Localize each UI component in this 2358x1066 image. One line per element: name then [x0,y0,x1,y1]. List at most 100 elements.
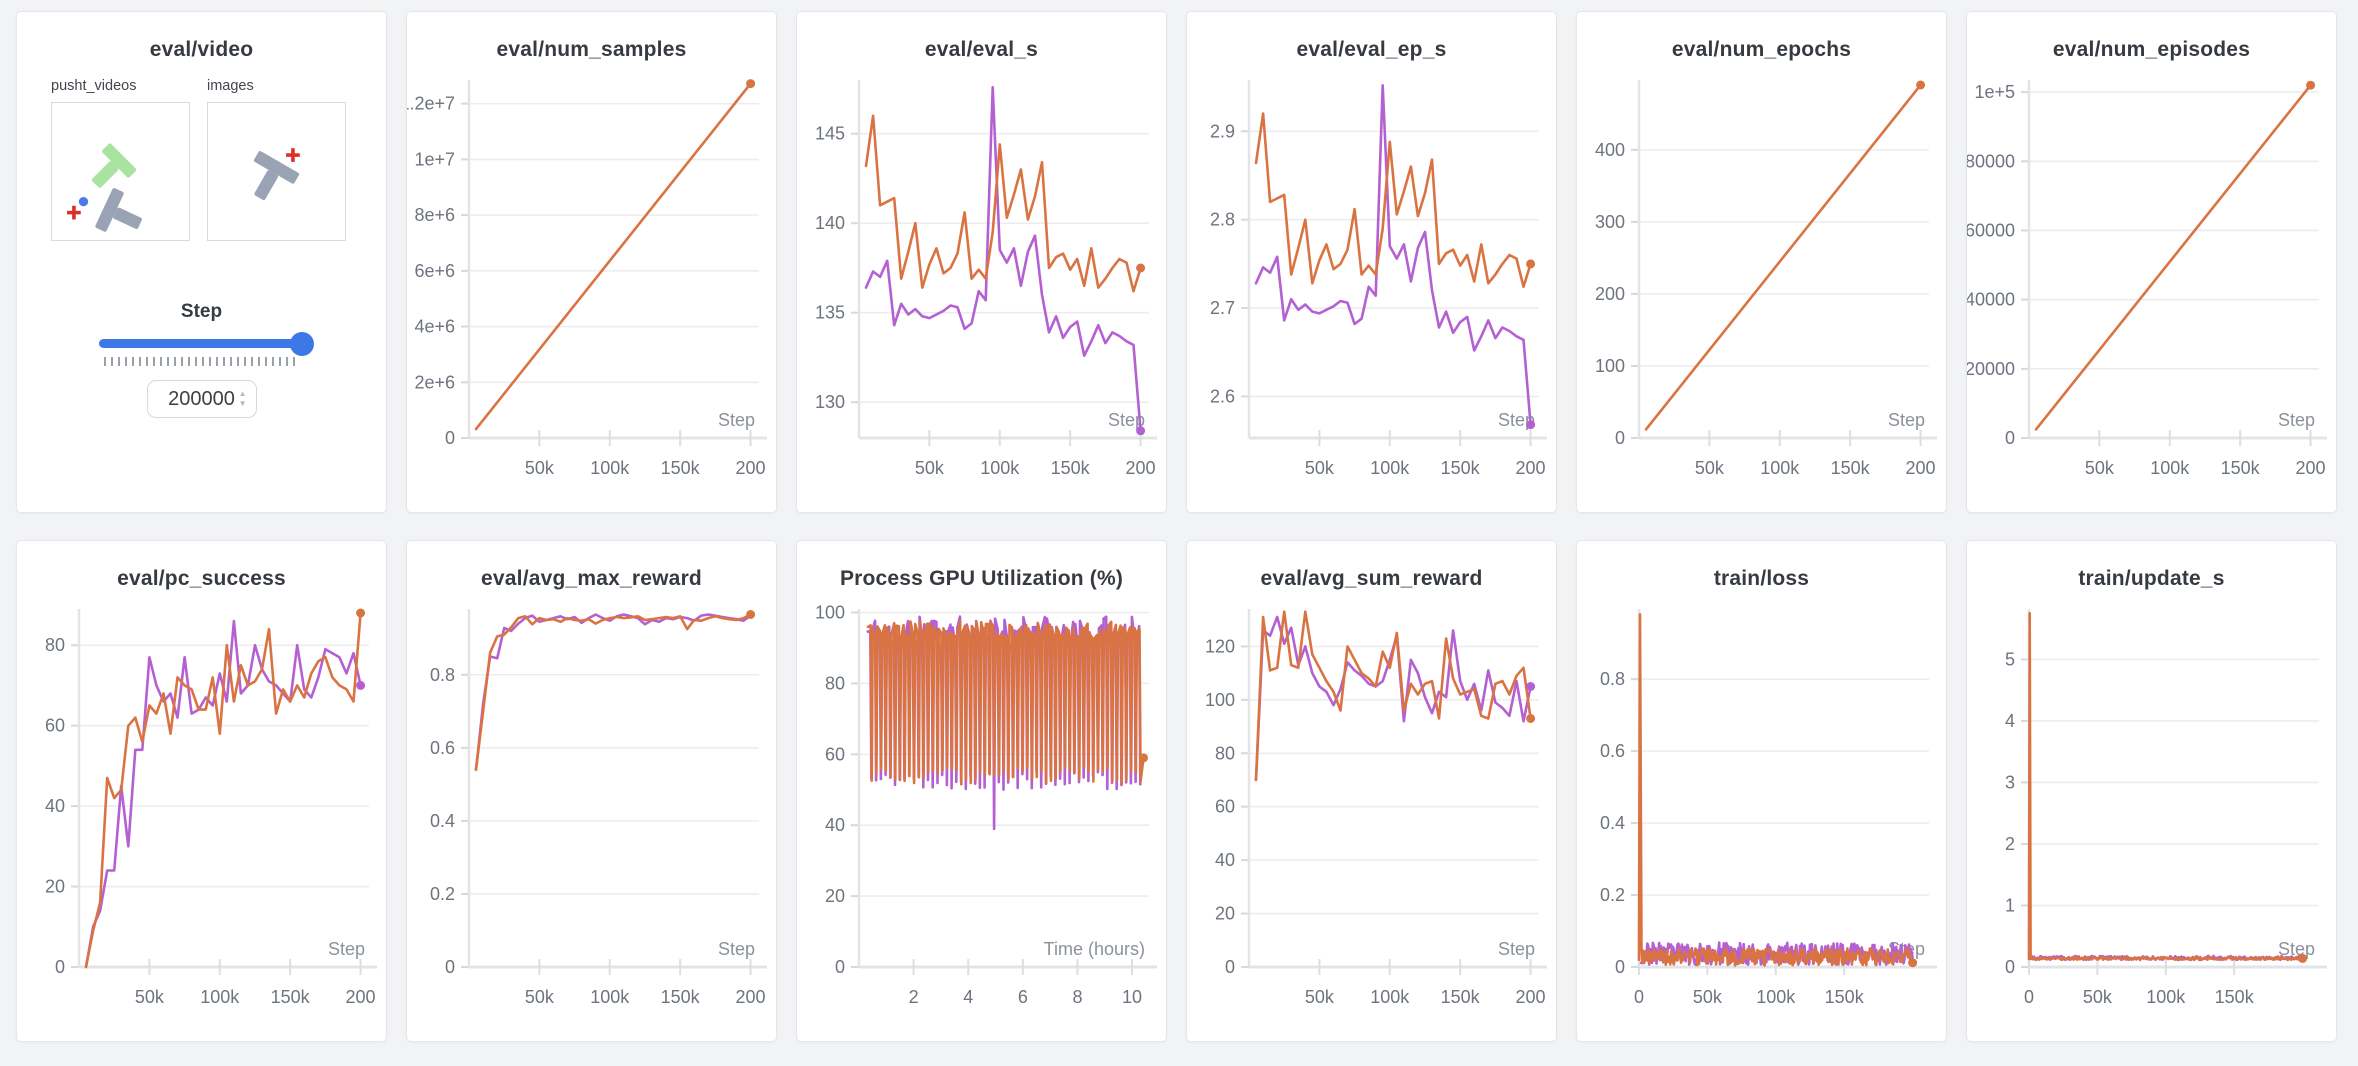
svg-text:200: 200 [1595,284,1625,304]
svg-text:130: 130 [815,392,845,412]
svg-text:80: 80 [1215,743,1235,763]
chart-eval-num-episodes-canvas: 0 20000 40000 60000 80000 1e+5 50k 100k 150k 200 S… [1967,80,2327,478]
panel-process-gpu-utilization[interactable]: Process GPU Utilization (%) 0 20 40 60 80 100… [796,540,1167,1042]
svg-text:0.2: 0.2 [1600,885,1625,905]
svg-text:2: 2 [909,987,919,1007]
svg-text:10: 10 [1122,987,1142,1007]
svg-text:40000: 40000 [1967,290,2015,310]
svg-text:100k: 100k [590,987,630,1007]
svg-text:80000: 80000 [1967,151,2015,171]
svg-text:50k: 50k [1693,987,1723,1007]
chart-title: train/loss [1713,567,1810,590]
chevron-down-icon[interactable]: ▼ [238,399,247,408]
svg-text:100: 100 [1205,690,1235,710]
panel-train-update-s[interactable]: train/update_s 0 1 2 3 4 5 0 50k 100k 150k Step [1966,540,2337,1042]
svg-text:150k: 150k [661,987,701,1007]
step-slider-label: Step [180,301,223,322]
svg-text:150k: 150k [2215,987,2255,1007]
svg-text:6: 6 [1018,987,1028,1007]
panel-eval-avg-max-reward[interactable]: eval/avg_max_reward 0 0.2 0.4 0.6 0.8 50k 100k… [406,540,777,1042]
svg-text:0.8: 0.8 [430,665,455,685]
svg-text:8e+6: 8e+6 [414,205,455,225]
svg-text:1: 1 [2005,895,2015,915]
svg-text:20: 20 [825,886,845,906]
svg-text:2.6: 2.6 [1210,386,1235,406]
pusht-videos-thumbnail[interactable] [51,102,190,241]
video-thumb-label-pusht: pusht_videos [51,78,137,94]
svg-text:200: 200 [736,458,766,478]
images-thumbnail[interactable] [207,102,346,241]
svg-text:3: 3 [2005,772,2015,792]
svg-text:0: 0 [1634,987,1644,1007]
svg-text:1.2e+7: 1.2e+7 [407,94,455,114]
svg-text:50k: 50k [1305,458,1335,478]
svg-text:100k: 100k [2146,987,2186,1007]
panel-grid: eval/video pusht_videos [16,11,2337,1042]
panel-eval-video[interactable]: eval/video pusht_videos [16,11,387,513]
step-value-field[interactable] [163,386,240,412]
svg-text:2.9: 2.9 [1210,121,1235,141]
svg-text:135: 135 [815,303,845,323]
svg-text:4: 4 [963,987,973,1007]
svg-text:100k: 100k [1370,987,1410,1007]
svg-text:40: 40 [45,796,65,816]
chart-title: eval/avg_sum_reward [1260,567,1483,590]
step-slider-handle[interactable] [290,331,314,356]
agent-dot [78,196,89,207]
svg-text:60000: 60000 [1967,220,2015,240]
svg-text:0: 0 [1225,957,1235,977]
svg-text:Step: Step [2278,939,2315,959]
svg-text:50k: 50k [135,987,165,1007]
svg-text:200: 200 [1906,458,1936,478]
svg-text:60: 60 [1215,797,1235,817]
chart-title: eval/num_epochs [1671,38,1852,61]
chevron-up-icon[interactable]: ▲ [238,389,247,398]
svg-text:150k: 150k [661,458,701,478]
svg-text:0: 0 [2005,957,2015,977]
chart-title: eval/num_samples [496,38,687,61]
chart-eval-eval-s-canvas: 130 135 140 145 50k 100k 150k 200 Step [815,80,1157,478]
svg-text:Step: Step [2278,410,2315,430]
svg-text:0.6: 0.6 [430,738,455,758]
chart-eval-num-samples-canvas: 0 2e+6 4e+6 6e+6 8e+6 1e+7 1.2e+7 50k 100k 150k 20… [407,79,767,478]
svg-text:0: 0 [1615,428,1625,448]
images-scene-image [253,148,300,200]
svg-text:200: 200 [1516,458,1546,478]
step-value-input[interactable]: ▲ ▼ [146,380,257,418]
svg-text:0: 0 [1615,957,1625,977]
svg-text:2.7: 2.7 [1210,298,1235,318]
svg-text:145: 145 [815,124,845,144]
svg-text:Step: Step [1498,410,1535,430]
svg-text:0: 0 [2024,987,2034,1007]
chart-title: eval/pc_success [117,567,286,590]
svg-text:100k: 100k [590,458,630,478]
svg-text:60: 60 [825,744,845,764]
svg-text:4: 4 [2005,711,2015,731]
svg-text:200: 200 [346,987,376,1007]
svg-text:8: 8 [1072,987,1082,1007]
svg-text:150k: 150k [1441,458,1481,478]
panel-eval-num-epochs[interactable]: eval/num_epochs 0 100 200 300 400 50k 100k 150k… [1576,11,1947,513]
svg-text:150k: 150k [1441,987,1481,1007]
panel-train-loss[interactable]: train/loss 0 0.2 0.4 0.6 0.8 0 50k 100k 150k Step [1576,540,1947,1042]
step-slider[interactable] [99,331,314,356]
svg-text:50k: 50k [525,458,555,478]
svg-text:2e+6: 2e+6 [414,372,455,392]
svg-text:100k: 100k [2150,458,2190,478]
svg-text:150k: 150k [2221,458,2261,478]
svg-text:100k: 100k [1756,987,1796,1007]
svg-text:0: 0 [2005,428,2015,448]
panel-eval-avg-sum-reward[interactable]: eval/avg_sum_reward 0 20 40 60 80 100 120 50k 10… [1186,540,1557,1042]
panel-eval-pc-success[interactable]: eval/pc_success 0 20 40 60 80 50k 100k 150k 200 S… [16,540,387,1042]
svg-text:1e+7: 1e+7 [414,149,455,169]
svg-text:0: 0 [55,957,65,977]
panel-eval-num-samples[interactable]: eval/num_samples 0 2e+6 4e+6 6e+6 8e+6 1e+7 1.… [406,11,777,513]
panel-eval-num-episodes[interactable]: eval/num_episodes 0 20000 40000 60000 80000 1… [1966,11,2337,513]
svg-text:Step: Step [1498,939,1535,959]
chart-eval-num-epochs-canvas: 0 100 200 300 400 50k 100k 150k 200 Step [1595,80,1937,478]
svg-text:200: 200 [1126,458,1156,478]
svg-text:40: 40 [825,815,845,835]
panel-eval-eval-s[interactable]: eval/eval_s 130 135 140 145 50k 100k 150k 200 St… [796,11,1167,513]
panel-eval-eval-ep-s[interactable]: eval/eval_ep_s 2.6 2.7 2.8 2.9 50k 100k 150k 20… [1186,11,1557,513]
svg-text:0.4: 0.4 [430,811,455,831]
